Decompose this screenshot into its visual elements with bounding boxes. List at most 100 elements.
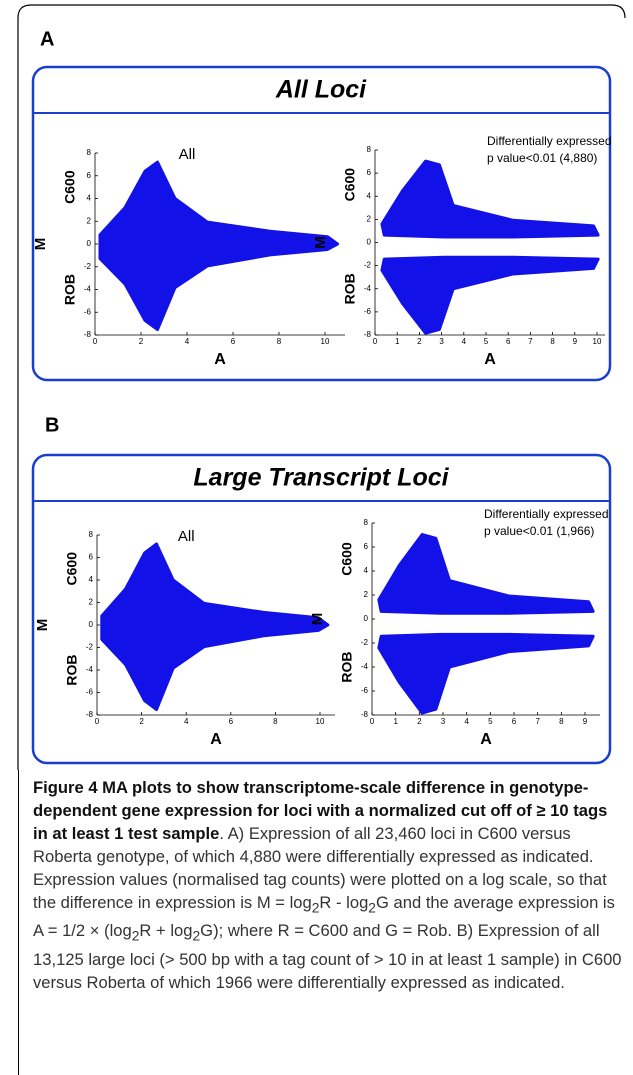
point-cloud <box>98 160 339 332</box>
x-label: A <box>214 351 226 368</box>
annotation: p value<0.01 (1,966) <box>484 524 594 538</box>
x-tick-label: 10 <box>321 337 330 346</box>
x-tick-label: 5 <box>484 337 489 346</box>
x-tick-label: 8 <box>273 717 278 726</box>
y-tick-label: 2 <box>87 216 92 225</box>
y-label: C600 <box>342 168 358 202</box>
annotation: p value<0.01 (4,880) <box>487 151 597 165</box>
y-tick-label: -4 <box>86 665 94 674</box>
x-tick-label: 6 <box>512 717 517 726</box>
x-tick-label: 10 <box>316 717 325 726</box>
annotation: All <box>178 528 195 545</box>
y-tick-label: -2 <box>361 638 369 647</box>
x-label: A <box>480 731 492 748</box>
x-tick-label: 3 <box>439 337 444 346</box>
y-tick-label: -6 <box>84 307 92 316</box>
x-tick-label: 9 <box>583 717 588 726</box>
y-tick-label: 2 <box>89 598 94 607</box>
x-tick-label: 5 <box>488 717 493 726</box>
annotation: Differentially expressed <box>487 134 612 148</box>
point-cloud <box>377 533 595 615</box>
annotation: Differentially expressed <box>484 507 609 521</box>
y-tick-label: 0 <box>367 238 372 247</box>
y-tick-label: 2 <box>367 214 372 223</box>
y-tick-label: -8 <box>364 330 372 339</box>
caption-text: G and the average expression is A = 1/2 … <box>33 893 615 941</box>
y-tick-label: -8 <box>84 330 92 339</box>
panel-title: Large Transcript Loci <box>193 464 449 492</box>
y-tick-label: -4 <box>364 284 372 293</box>
x-tick-label: 1 <box>395 337 400 346</box>
x-tick-label: 0 <box>95 717 100 726</box>
point-cloud <box>100 542 330 712</box>
y-tick-label: 4 <box>87 194 92 203</box>
y-tick-label: 4 <box>89 575 94 584</box>
x-tick-label: 9 <box>573 337 578 346</box>
x-tick-label: 6 <box>231 337 236 346</box>
caption: Figure 4 MA plots to show transcriptome-… <box>33 776 625 994</box>
x-tick-label: 4 <box>185 337 190 346</box>
y-tick-label: -6 <box>361 686 369 695</box>
caption-text: G); where R = C600 and G = Rob. B) Expre… <box>33 921 622 992</box>
y-label: ROB <box>64 654 80 685</box>
frame-line <box>18 770 19 1075</box>
x-tick-label: 4 <box>464 717 469 726</box>
x-tick-label: 2 <box>417 337 422 346</box>
y-tick-label: 4 <box>364 566 369 575</box>
y-label: M <box>32 238 49 251</box>
caption-text: R + log <box>139 921 193 941</box>
panel-box <box>31 453 612 765</box>
y-tick-label: 6 <box>364 542 369 551</box>
x-tick-label: 6 <box>229 717 234 726</box>
x-tick-label: 4 <box>462 337 467 346</box>
caption-text: . A) Expression of all 23,460 loci in C6… <box>33 824 607 912</box>
x-tick-label: 8 <box>559 717 564 726</box>
subscript: 2 <box>131 927 140 944</box>
x-tick-label: 8 <box>550 337 555 346</box>
y-label: M <box>34 619 51 632</box>
y-tick-label: 6 <box>367 168 372 177</box>
y-tick-label: 0 <box>89 620 94 629</box>
panel-box <box>31 65 612 382</box>
subscript: 2 <box>192 927 201 944</box>
subscript: 2 <box>311 899 320 916</box>
point-cloud <box>377 632 595 715</box>
x-tick-label: 2 <box>139 337 144 346</box>
y-label: C600 <box>64 552 80 586</box>
y-tick-label: -2 <box>84 262 92 271</box>
y-tick-label: 8 <box>87 148 92 157</box>
y-tick-label: 8 <box>89 530 94 539</box>
y-tick-label: 6 <box>89 553 94 562</box>
x-tick-label: 10 <box>593 337 602 346</box>
x-label: A <box>210 731 222 748</box>
x-tick-label: 6 <box>506 337 511 346</box>
panel-label: B <box>45 414 59 436</box>
x-label: A <box>484 351 496 368</box>
y-tick-label: -8 <box>361 710 369 719</box>
x-tick-label: 2 <box>139 717 144 726</box>
y-label: ROB <box>62 274 78 305</box>
y-tick-label: -2 <box>86 643 94 652</box>
caption-body: . A) Expression of all 23,460 loci in C6… <box>33 824 622 992</box>
y-tick-label: 2 <box>364 590 369 599</box>
y-label: C600 <box>339 542 355 576</box>
y-tick-label: -6 <box>364 307 372 316</box>
y-label: ROB <box>342 273 358 304</box>
y-tick-label: 8 <box>364 518 369 527</box>
y-tick-label: 8 <box>367 145 372 154</box>
caption-title: MA plots to show transcriptome-scale dif… <box>33 778 608 843</box>
x-tick-label: 0 <box>370 717 375 726</box>
x-tick-label: 1 <box>393 717 398 726</box>
y-tick-label: -2 <box>364 261 372 270</box>
y-label: ROB <box>339 651 355 682</box>
point-cloud <box>380 255 600 335</box>
panel-label: A <box>40 28 54 50</box>
y-tick-label: 6 <box>87 171 92 180</box>
caption-text: R - log <box>319 893 369 912</box>
panel-title: All Loci <box>275 76 367 104</box>
x-tick-label: 2 <box>417 717 422 726</box>
frame <box>17 4 626 770</box>
y-label: C600 <box>62 170 78 204</box>
y-tick-label: 4 <box>367 191 372 200</box>
